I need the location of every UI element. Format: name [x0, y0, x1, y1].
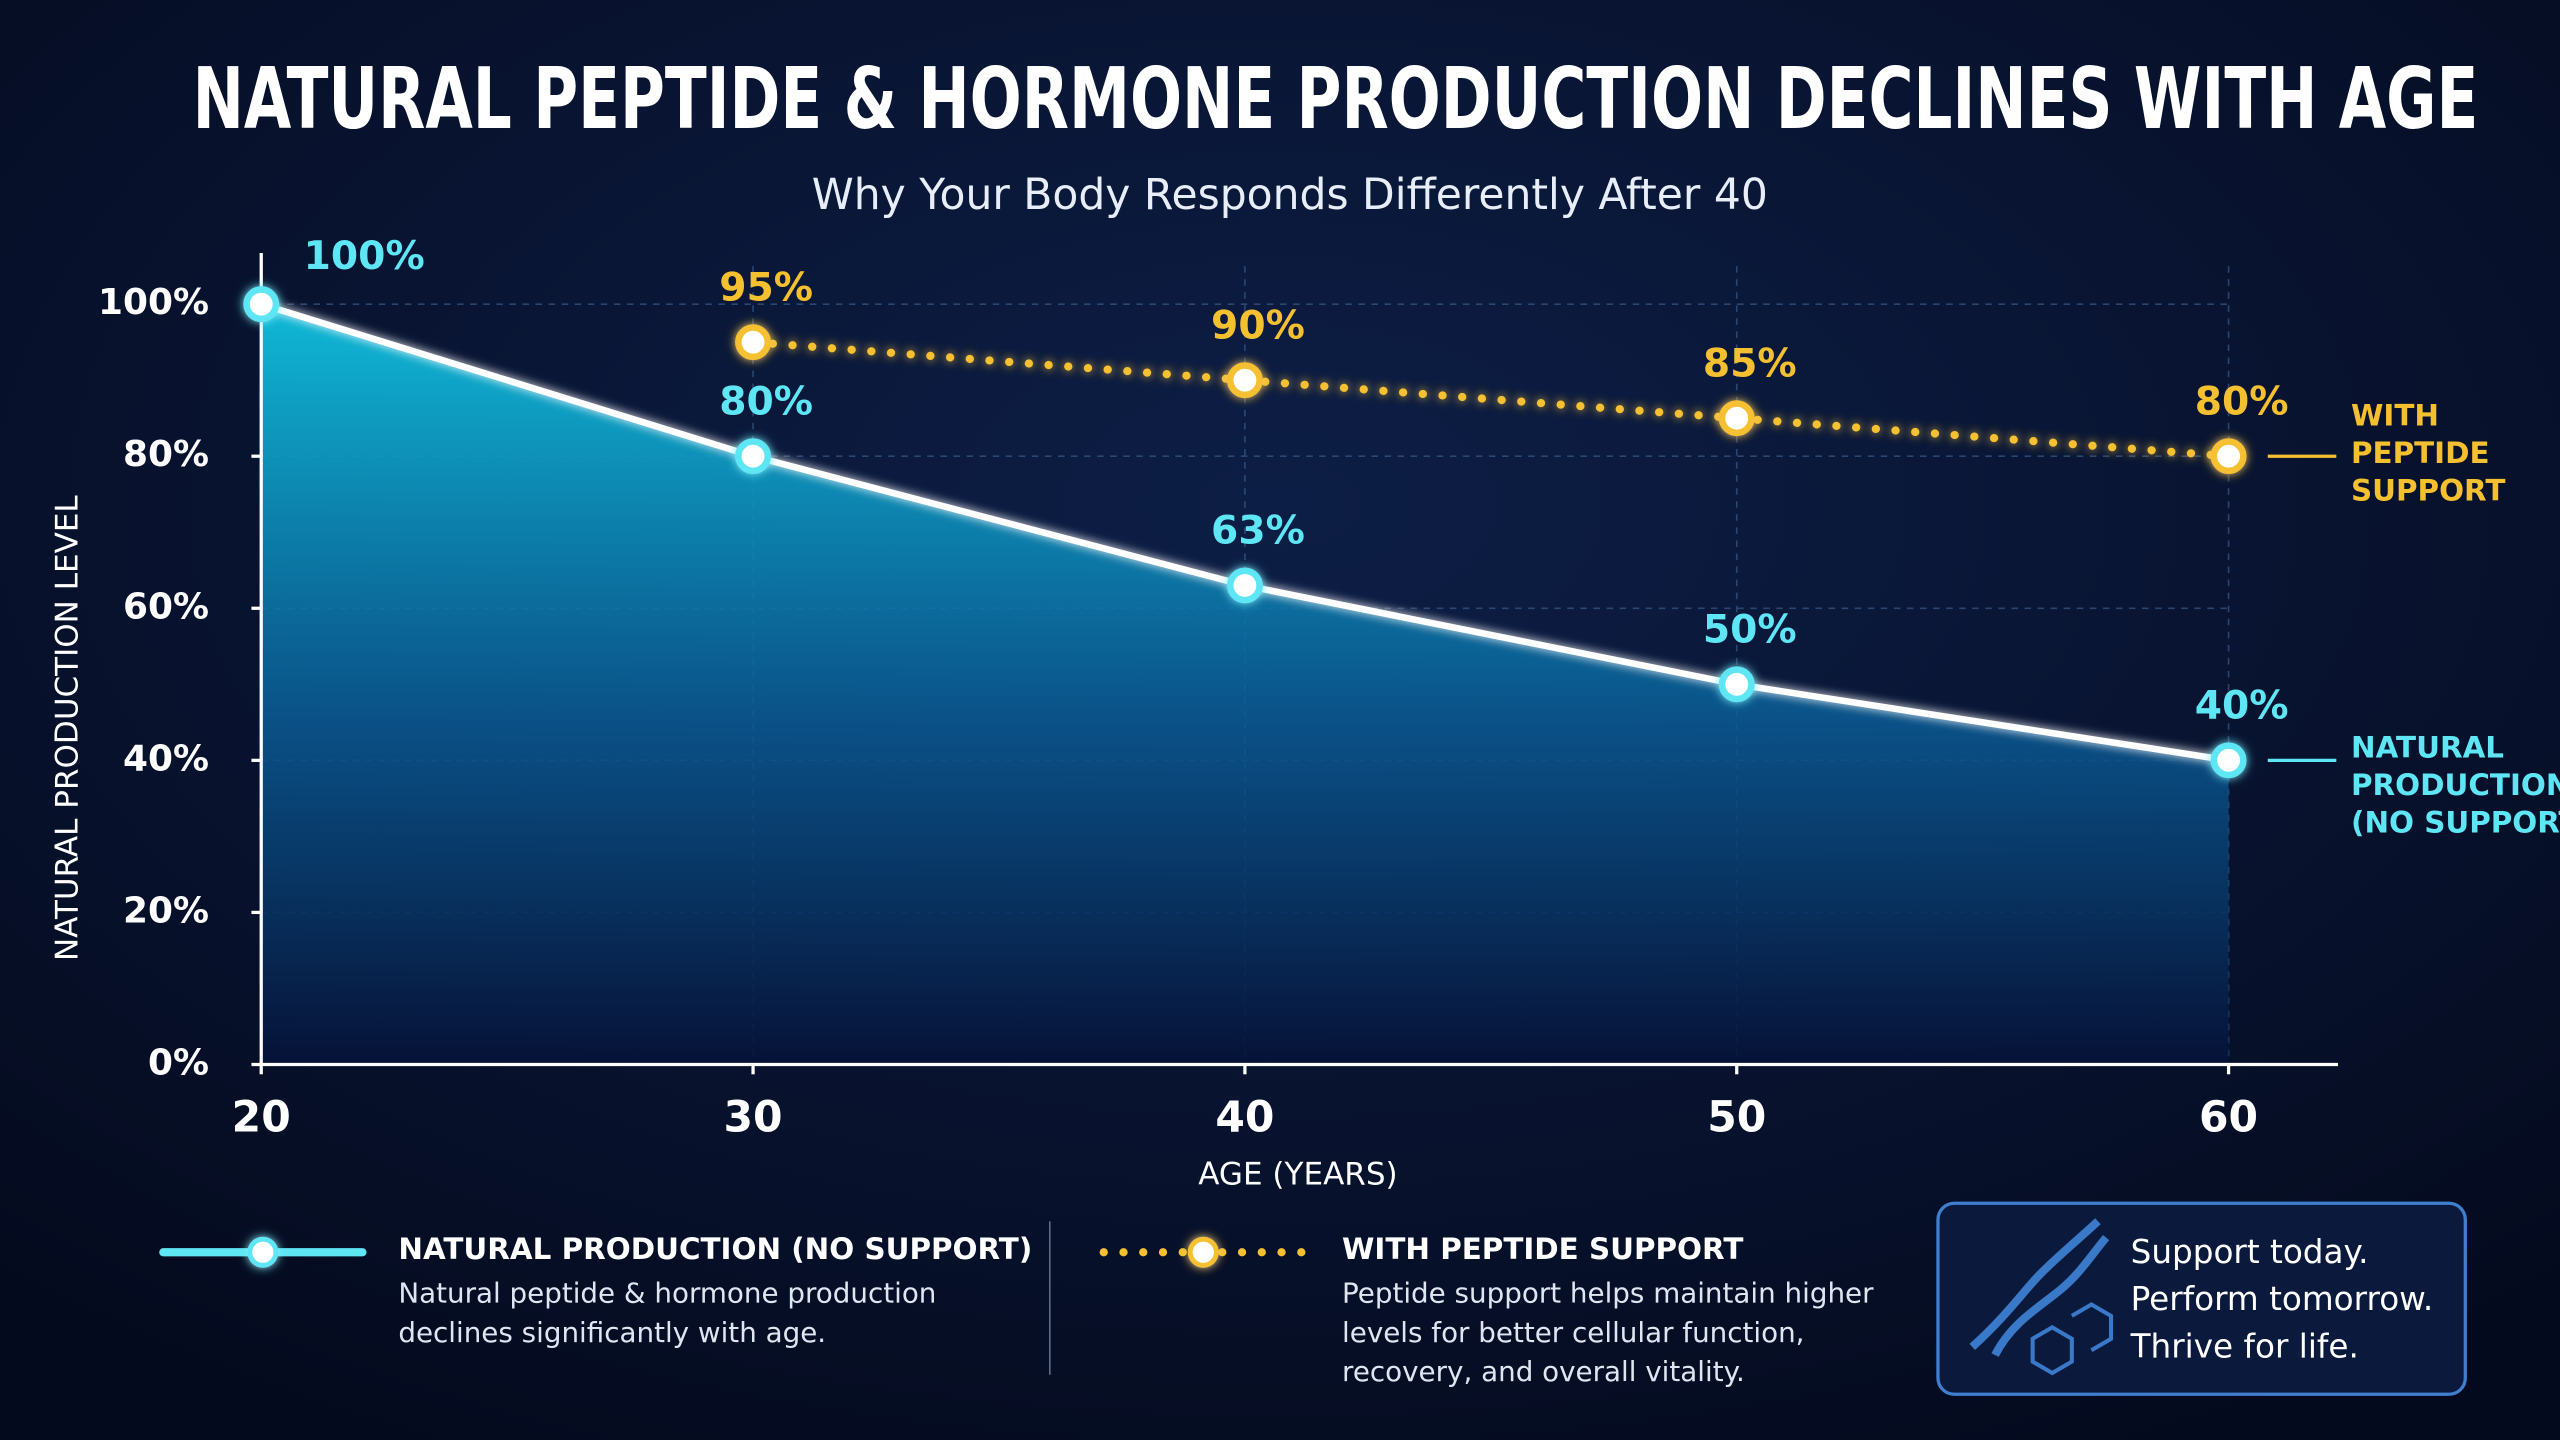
legend-description: Peptide support helps maintain higher [1342, 1277, 1874, 1310]
tagline: Support today. [2131, 1233, 2369, 1271]
value-label: 95% [719, 265, 813, 310]
x-tick-label: 30 [724, 1093, 783, 1142]
value-label: 85% [1703, 341, 1797, 386]
x-tick-label: 20 [232, 1093, 291, 1142]
end-label: SUPPORT [2351, 474, 2505, 508]
y-tick-label: 20% [123, 890, 209, 931]
end-label: PEPTIDE [2351, 436, 2490, 470]
legend-label: WITH PEPTIDE SUPPORT [1342, 1232, 1743, 1266]
legend-description: recovery, and overall vitality. [1342, 1355, 1745, 1388]
legend-marker [1187, 1236, 1219, 1268]
end-label: PRODUCTION [2351, 768, 2560, 802]
y-tick-label: 60% [123, 586, 209, 627]
data-point [1226, 362, 1263, 399]
data-point [1718, 666, 1755, 703]
data-point [243, 286, 280, 323]
value-label: 90% [1211, 303, 1305, 348]
legend-description: declines significantly with age. [398, 1316, 826, 1349]
y-tick-label: 0% [148, 1042, 209, 1083]
end-label: (NO SUPPORT) [2351, 806, 2560, 840]
callout-box [1936, 1201, 2467, 1396]
end-label: NATURAL [2351, 730, 2504, 764]
value-label: 50% [1703, 608, 1797, 653]
legend-marker [247, 1236, 279, 1268]
value-label: 80% [719, 379, 813, 424]
y-tick-label: 40% [123, 738, 209, 779]
y-axis-title: NATURAL PRODUCTION LEVEL [50, 495, 86, 961]
data-point [1226, 567, 1263, 604]
area [261, 304, 2229, 1065]
value-label: 80% [2195, 379, 2289, 424]
data-point [1718, 400, 1755, 437]
x-axis-title: AGE (YEARS) [1198, 1157, 1397, 1193]
data-point [735, 324, 772, 361]
y-tick-label: 80% [123, 434, 209, 475]
value-label: 100% [304, 234, 425, 279]
data-point [735, 438, 772, 475]
chart-title: NATURAL PEPTIDE & HORMONE PRODUCTION DEC… [193, 50, 2479, 149]
legend-description: levels for better cellular function, [1342, 1316, 1804, 1349]
x-tick-label: 60 [2199, 1093, 2258, 1142]
value-label: 40% [2195, 684, 2289, 729]
legend-description: Natural peptide & hormone production [398, 1277, 936, 1310]
areas [261, 304, 2229, 1065]
end-label: WITH [2351, 399, 2439, 433]
x-tick-label: 50 [1707, 1093, 1766, 1142]
x-tick-label: 40 [1215, 1093, 1274, 1142]
tagline: Thrive for life. [2130, 1328, 2359, 1366]
legend-label: NATURAL PRODUCTION (NO SUPPORT) [398, 1232, 1032, 1266]
value-label: 63% [1211, 509, 1305, 554]
y-tick-label: 100% [98, 282, 209, 323]
dna-icon [1969, 1218, 2114, 1376]
tagline: Perform tomorrow. [2131, 1280, 2434, 1318]
data-point [2210, 742, 2247, 779]
data-point [2210, 438, 2247, 475]
chart-subtitle: Why Your Body Responds Differently After… [812, 171, 1768, 220]
